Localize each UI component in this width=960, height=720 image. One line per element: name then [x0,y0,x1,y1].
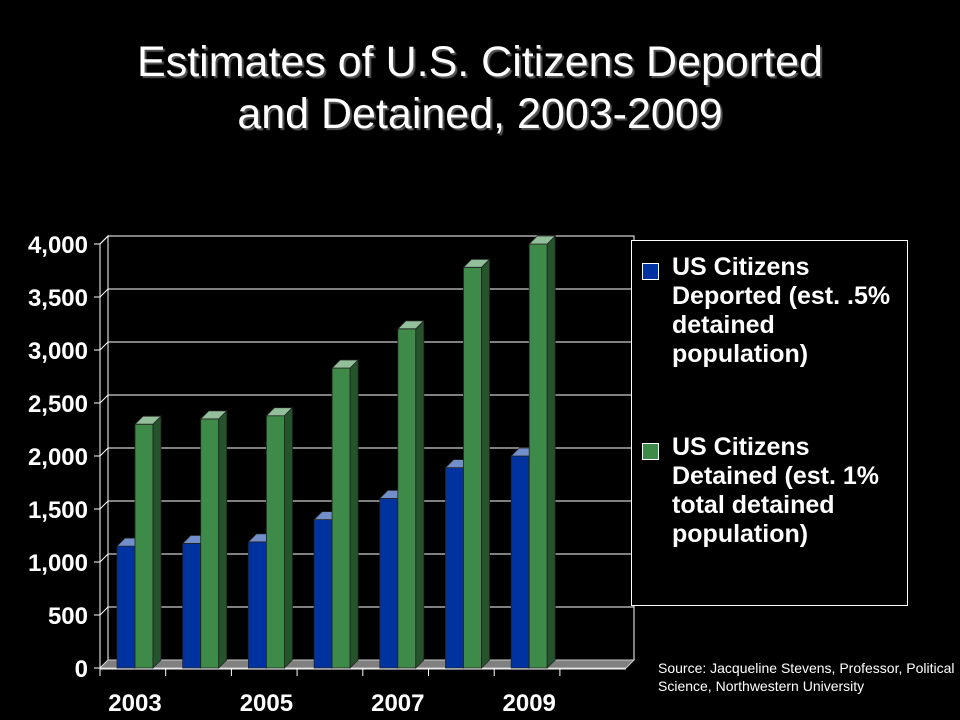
legend: US Citizens Deported (est. .5% detained … [631,240,908,606]
x-tick-label: 2005 [240,690,293,717]
y-axis: 0 500 1,000 1,500 2,000 2,500 3,000 3,500 4,000 [28,232,101,683]
x-tick-label: 2007 [371,690,424,717]
bar-detained-2008 [462,258,491,669]
bar-detained-2003-top [134,415,162,425]
gridline-side [99,606,109,616]
bar-detained-2004-top [199,410,228,420]
bar-detained-2003 [134,415,162,669]
chart-title-line-2: and Detained, 2003-2009 [237,90,723,138]
bar-detained-2009-side [546,235,556,669]
bar-detained-2008-top [462,258,491,268]
y-tick-label: 1,500 [28,497,88,524]
legend-label-deported: US Citizens Deported (est. .5% detained … [672,253,891,368]
bars [116,235,557,669]
bar-deported-2003-front [116,545,136,669]
bar-deported-2004-front [182,543,202,669]
gridline-side [99,235,109,245]
gridline-side [99,341,109,351]
bar-detained-2005-side [283,406,293,669]
bar-detained-2008-front [463,266,482,669]
y-tick-label: 3,500 [28,285,88,312]
legend-swatch-deported [642,263,659,280]
legend-label-detained: US Citizens Detained (est. 1% total deta… [672,433,880,548]
x-axis: 2003 2005 2007 2009 [99,668,561,717]
gridline-side [99,500,109,510]
bar-detained-2007-top [396,320,425,330]
bar-deported-2006-front [313,519,333,669]
bar-detained-2009 [528,235,557,669]
bar-deported-2007-front [379,497,399,669]
y-tick-label: 0 [75,656,88,683]
y-tick-label: 500 [48,603,88,630]
bar-detained-2004-side [218,409,228,669]
bar-deported-2005-front [247,541,267,669]
bar-deported-2009-front [510,455,530,669]
bar-detained-2006-side [349,359,359,669]
bar-detained-2006-top [331,359,360,369]
gridline-side [99,288,109,298]
bar-detained-2004 [199,409,228,669]
bar-detained-2007-side [415,319,425,669]
bar-detained-2007-front [397,328,417,669]
bar-detained-2006 [331,359,360,669]
bar-detained-2005-front [265,415,285,669]
legend-swatch-detained [642,443,659,460]
gridline-side [99,394,109,404]
x-tick-label: 2009 [503,690,556,717]
bar-detained-2005 [265,406,294,669]
bar-detained-2003-front [134,423,154,669]
chart-title: Estimates of U.S. Citizens Deported and … [0,36,960,140]
y-tick-label: 4,000 [28,232,88,259]
bar-detained-2008-side [481,258,490,669]
bar-detained-2007 [396,319,425,669]
gridline-side [99,553,109,563]
y-tick-label: 3,000 [28,338,88,365]
bar-detained-2006-front [331,367,351,669]
y-tick-label: 2,500 [28,391,88,418]
bar-detained-2005-top [265,407,294,417]
bar-detained-2009-front [528,243,548,669]
bar-deported-2008-front [445,467,464,669]
chart-title-line-1: Estimates of U.S. Citizens Deported [137,38,823,86]
bar-detained-2009-top [528,235,557,245]
x-tick-label: 2003 [108,690,161,717]
y-tick-label: 2,000 [28,444,88,471]
y-tick-label: 1,000 [28,550,88,577]
bar-detained-2003-side [152,415,162,669]
source-note: Source: Jacqueline Stevens, Professor, P… [658,660,955,694]
bar-detained-2004-front [200,418,220,669]
gridline-side [99,447,109,457]
